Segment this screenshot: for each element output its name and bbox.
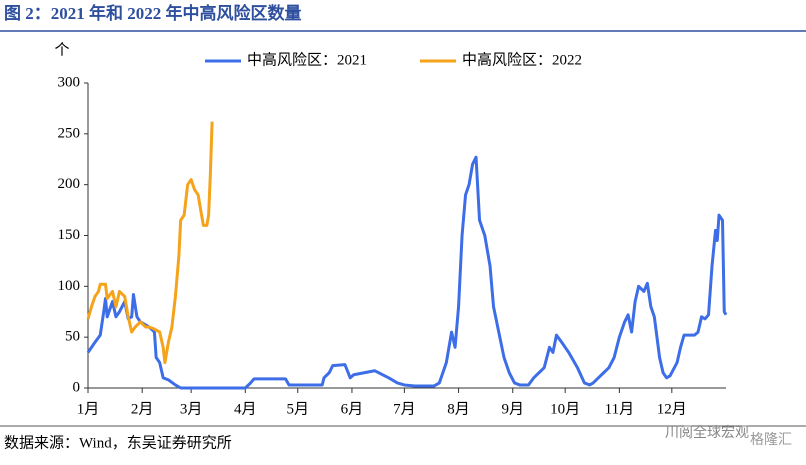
x-tick-label: 7月 — [393, 401, 416, 417]
x-tick-label: 12月 — [657, 401, 687, 417]
y-tick-label: 250 — [58, 125, 81, 141]
y-tick-label: 150 — [58, 227, 81, 243]
series-line — [86, 155, 728, 390]
legend-label: 中高风险区：2022 — [462, 51, 582, 68]
y-tick-label: 200 — [58, 176, 81, 192]
x-tick-label: 4月 — [234, 401, 257, 417]
x-tick-label: 11月 — [605, 401, 634, 417]
x-tick-label: 9月 — [501, 401, 524, 417]
x-tick-label: 3月 — [180, 401, 203, 417]
series-line — [86, 121, 214, 365]
y-unit: 个 — [54, 41, 69, 58]
x-tick-label: 6月 — [341, 401, 364, 417]
y-tick-label: 300 — [58, 74, 81, 90]
watermark: 格隆汇 — [750, 432, 792, 448]
y-tick-label: 50 — [65, 329, 80, 345]
source: 数据来源：Wind，东吴证券研究所 — [4, 434, 232, 451]
legend-label: 中高风险区：2021 — [247, 51, 367, 68]
chart-title: 图 2：2021 年和 2022 年中高风险区数量 — [4, 3, 302, 23]
x-tick-label: 2月 — [131, 401, 154, 417]
x-tick-label: 1月 — [77, 401, 100, 417]
x-tick-label: 8月 — [447, 401, 470, 417]
x-tick-label: 5月 — [286, 401, 309, 417]
x-tick-label: 10月 — [550, 401, 580, 417]
watermark: 川阅全球宏观 — [665, 424, 749, 441]
y-tick-label: 0 — [73, 379, 81, 395]
y-tick-label: 100 — [58, 278, 81, 294]
